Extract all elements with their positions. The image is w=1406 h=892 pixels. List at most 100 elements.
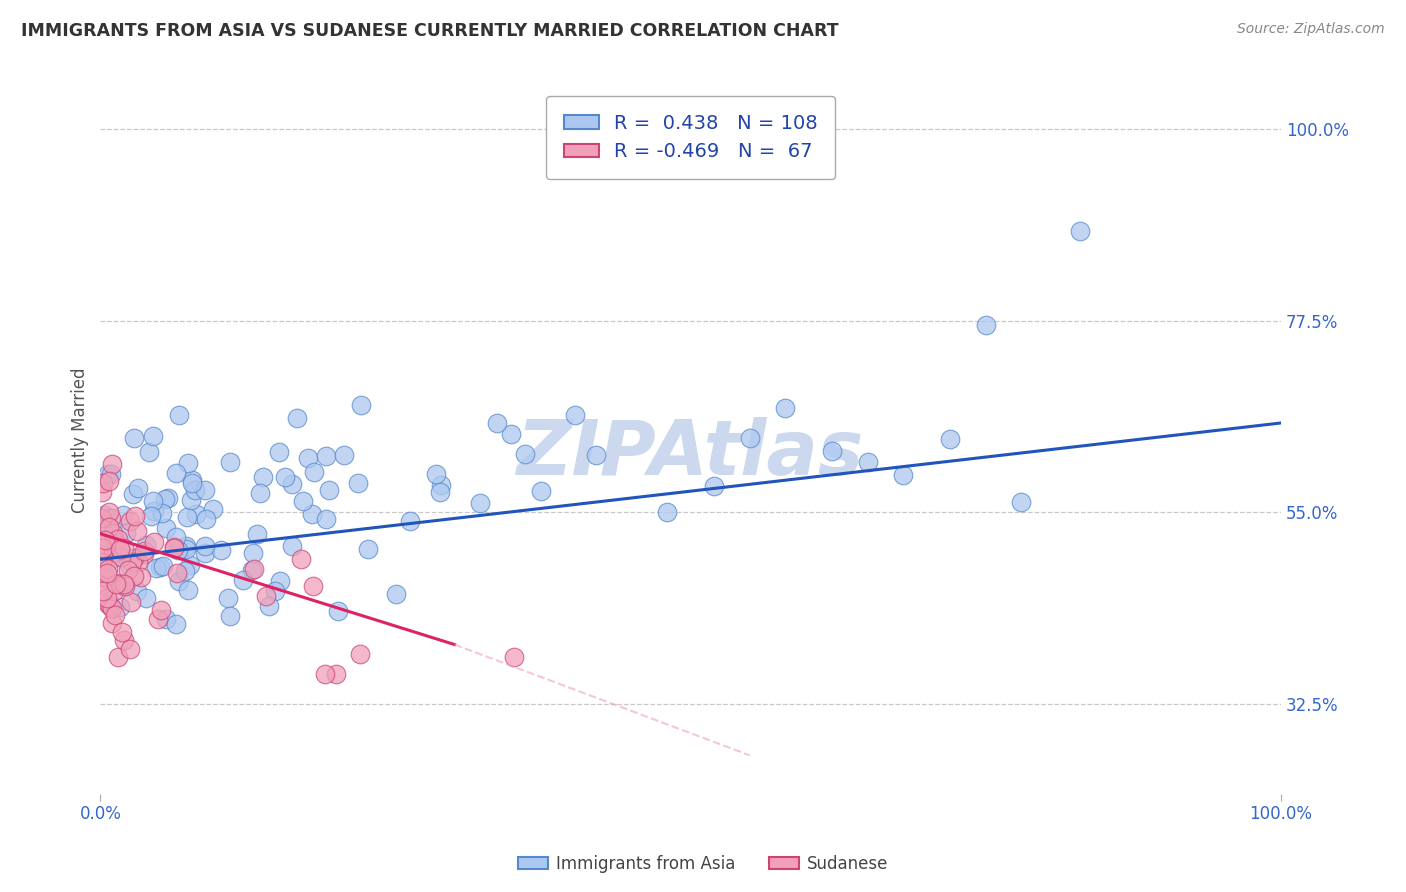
Point [122, 569, 145, 583]
Point [100, 467, 122, 481]
Point [184, 507, 207, 521]
Y-axis label: Currently Married: Currently Married [72, 368, 89, 513]
Point [96, 566, 118, 581]
Point [301, 507, 323, 521]
Point [124, 508, 146, 523]
Point [90, 555, 112, 569]
Point [98, 533, 121, 548]
Point [281, 476, 304, 491]
Point [326, 604, 349, 618]
Point [97, 467, 120, 481]
Point [103, 526, 125, 541]
Point [174, 539, 197, 553]
Point [246, 527, 269, 541]
Point [485, 416, 508, 430]
Text: IMMIGRANTS FROM ASIA VS SUDANESE CURRENTLY MARRIED CORRELATION CHART: IMMIGRANTS FROM ASIA VS SUDANESE CURRENT… [21, 22, 839, 40]
Point [98, 599, 121, 614]
Point [108, 576, 131, 591]
Point [110, 541, 132, 556]
Point [90, 570, 112, 584]
Point [127, 524, 149, 538]
Legend: Immigrants from Asia, Sudanese: Immigrants from Asia, Sudanese [510, 848, 896, 880]
Point [132, 544, 155, 558]
Point [325, 667, 347, 681]
Point [153, 491, 176, 506]
Point [315, 512, 337, 526]
Point [257, 599, 280, 613]
Point [124, 431, 146, 445]
Point [209, 542, 232, 557]
Point [127, 584, 149, 599]
Point [91, 578, 114, 592]
Point [112, 577, 135, 591]
Point [165, 466, 187, 480]
Point [219, 609, 242, 624]
Point [112, 633, 135, 648]
Point [585, 448, 607, 462]
Point [281, 539, 304, 553]
Point [155, 521, 177, 535]
Point [180, 492, 202, 507]
Point [174, 541, 197, 556]
Point [114, 579, 136, 593]
Point [98, 553, 121, 567]
Point [110, 578, 132, 592]
Text: ZIPAtlas: ZIPAtlas [517, 417, 865, 491]
Point [129, 570, 152, 584]
Point [101, 601, 124, 615]
Point [318, 483, 340, 497]
Point [468, 496, 491, 510]
Point [101, 546, 124, 560]
Point [127, 481, 149, 495]
Point [121, 555, 143, 569]
Point [146, 612, 169, 626]
Point [97, 474, 120, 488]
Point [118, 641, 141, 656]
Point [217, 591, 239, 605]
Point [121, 487, 143, 501]
Point [194, 539, 217, 553]
Point [315, 449, 337, 463]
Point [135, 591, 157, 605]
Point [135, 538, 157, 552]
Point [297, 450, 319, 465]
Point [274, 470, 297, 484]
Point [232, 573, 254, 587]
Point [773, 401, 796, 416]
Point [101, 616, 124, 631]
Point [349, 647, 371, 661]
Point [91, 566, 114, 581]
Point [703, 479, 725, 493]
Point [118, 514, 141, 528]
Point [104, 576, 127, 591]
Point [564, 408, 586, 422]
Point [145, 560, 167, 574]
Point [107, 650, 129, 665]
Point [264, 584, 287, 599]
Point [103, 537, 125, 551]
Point [110, 544, 132, 558]
Point [290, 551, 312, 566]
Point [252, 469, 274, 483]
Point [149, 560, 172, 574]
Point [122, 550, 145, 565]
Point [173, 564, 195, 578]
Point [100, 457, 122, 471]
Point [347, 476, 370, 491]
Point [302, 466, 325, 480]
Point [142, 429, 165, 443]
Point [194, 483, 217, 498]
Point [398, 514, 420, 528]
Point [112, 541, 135, 556]
Point [120, 594, 142, 608]
Point [430, 477, 453, 491]
Point [194, 511, 217, 525]
Point [177, 583, 200, 598]
Point [314, 667, 336, 681]
Point [181, 473, 204, 487]
Point [97, 598, 120, 612]
Point [152, 559, 174, 574]
Point [91, 541, 114, 555]
Point [939, 432, 962, 446]
Point [183, 483, 205, 498]
